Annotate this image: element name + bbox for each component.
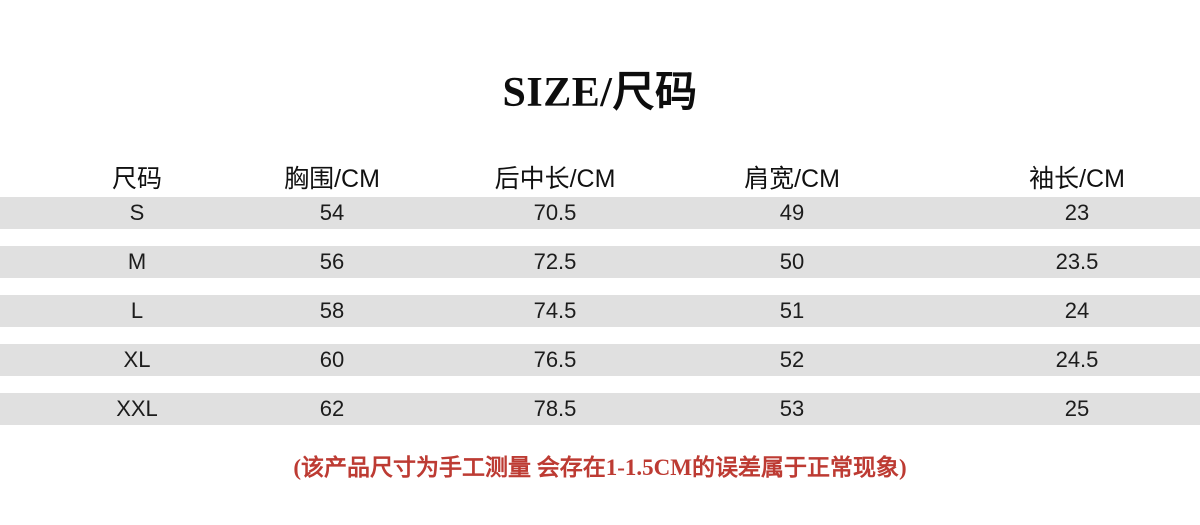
cell-shoulder: 49 <box>779 200 805 225</box>
measurement-disclaimer: (该产品尺寸为手工测量 会存在1-1.5CM的误差属于正常现象) <box>293 455 907 480</box>
cell-size: S <box>129 200 145 225</box>
column-header-back-length: 后中长/CM <box>494 165 616 193</box>
cell-sleeve: 24.5 <box>1055 347 1099 372</box>
cell-bust: 54 <box>319 200 345 225</box>
page-title: SIZE/尺码 <box>502 70 698 116</box>
column-header-shoulder: 肩宽/CM <box>744 165 840 193</box>
table-row: S 54 70.5 49 23 <box>0 197 1200 229</box>
column-header-bust: 胸围/CM <box>284 165 380 193</box>
table-row: M 56 72.5 50 23.5 <box>0 246 1200 278</box>
cell-shoulder: 53 <box>779 396 805 421</box>
cell-sleeve: 23.5 <box>1055 249 1099 274</box>
cell-size: M <box>127 249 147 274</box>
cell-bust: 62 <box>319 396 345 421</box>
table-row: XXL 62 78.5 53 25 <box>0 393 1200 425</box>
cell-sleeve: 25 <box>1064 396 1090 421</box>
size-chart-table: 尺码 胸围/CM 后中长/CM 肩宽/CM 袖长/CM S 54 70.5 49… <box>0 150 1200 425</box>
column-header-sleeve: 袖长/CM <box>1029 165 1125 193</box>
table-row: XL 60 76.5 52 24.5 <box>0 344 1200 376</box>
cell-back-length: 72.5 <box>533 249 577 274</box>
cell-sleeve: 24 <box>1064 298 1090 323</box>
cell-sleeve: 23 <box>1064 200 1090 225</box>
cell-shoulder: 50 <box>779 249 805 274</box>
cell-size: L <box>130 298 144 323</box>
column-header-size: 尺码 <box>111 165 162 193</box>
cell-back-length: 74.5 <box>533 298 577 323</box>
table-header-row: 尺码 胸围/CM 后中长/CM 肩宽/CM 袖长/CM <box>0 150 1200 197</box>
cell-bust: 56 <box>319 249 345 274</box>
cell-bust: 60 <box>319 347 345 372</box>
cell-shoulder: 52 <box>779 347 805 372</box>
cell-size: XXL <box>116 396 158 421</box>
cell-back-length: 78.5 <box>533 396 577 421</box>
cell-back-length: 76.5 <box>533 347 577 372</box>
cell-bust: 58 <box>319 298 345 323</box>
cell-size: XL <box>123 347 151 372</box>
cell-back-length: 70.5 <box>533 200 577 225</box>
cell-shoulder: 51 <box>779 298 805 323</box>
table-row: L 58 74.5 51 24 <box>0 295 1200 327</box>
